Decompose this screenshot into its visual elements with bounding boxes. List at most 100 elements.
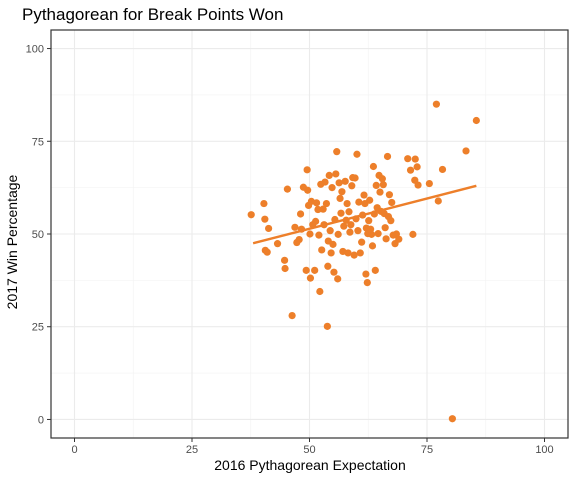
data-point — [350, 251, 358, 259]
data-point — [316, 287, 324, 296]
data-point — [351, 174, 359, 182]
data-point — [281, 264, 289, 273]
data-point — [318, 246, 326, 254]
data-point — [354, 227, 362, 235]
data-point — [382, 235, 390, 243]
data-point — [345, 208, 353, 216]
y-tick-label: 0 — [38, 414, 44, 426]
data-point — [312, 199, 321, 207]
x-tick-label: 100 — [535, 444, 553, 456]
data-point — [344, 249, 352, 257]
y-axis-title: 2017 Win Percentage — [4, 174, 20, 309]
x-tick-label: 75 — [421, 444, 433, 456]
data-point — [347, 221, 355, 229]
data-point — [321, 178, 329, 186]
data-point — [323, 322, 331, 330]
data-point — [348, 182, 356, 190]
data-point — [329, 240, 337, 248]
data-point — [288, 312, 296, 320]
data-point — [330, 268, 338, 276]
plot-panel: 0 25 50 75 100 0 25 50 75 100 — [26, 29, 569, 456]
y-tick-label: 50 — [32, 229, 44, 241]
data-point — [388, 198, 396, 207]
data-point — [295, 235, 303, 244]
chart-title: Pythagorean for Break Points Won — [22, 5, 283, 24]
data-point — [261, 215, 269, 223]
data-point — [462, 147, 470, 155]
data-point — [434, 197, 442, 205]
data-point — [379, 181, 387, 189]
data-point — [283, 185, 292, 193]
data-point — [414, 181, 422, 189]
data-point — [411, 155, 419, 163]
data-point — [306, 230, 314, 238]
data-point — [362, 270, 370, 278]
data-point — [322, 199, 331, 208]
data-point — [314, 205, 322, 214]
data-point — [291, 223, 299, 231]
data-point — [381, 224, 389, 232]
data-point — [334, 230, 342, 238]
data-point — [263, 248, 271, 256]
data-point — [326, 227, 334, 235]
y-tick-label: 25 — [32, 322, 44, 334]
data-point — [371, 266, 379, 274]
data-point — [366, 196, 374, 204]
data-point — [360, 191, 368, 199]
data-point — [413, 163, 421, 171]
data-point — [376, 188, 384, 196]
data-point — [343, 199, 351, 208]
data-point — [385, 191, 393, 199]
data-point — [333, 148, 341, 156]
data-point — [448, 415, 456, 423]
data-point — [324, 262, 332, 270]
data-point — [367, 230, 376, 238]
data-point — [296, 210, 305, 218]
data-point — [315, 231, 323, 239]
data-point — [356, 249, 364, 257]
data-point — [432, 100, 440, 108]
data-point — [303, 166, 311, 174]
x-tick-label: 50 — [303, 444, 315, 456]
data-point — [337, 209, 345, 217]
data-point — [247, 211, 255, 219]
data-point — [302, 266, 310, 274]
data-point — [404, 155, 412, 163]
data-point — [387, 217, 395, 225]
data-point — [312, 217, 320, 225]
data-point — [374, 230, 382, 238]
data-point — [369, 162, 378, 171]
data-point — [409, 230, 417, 238]
data-point — [372, 181, 380, 190]
data-point — [363, 278, 371, 287]
data-point — [325, 171, 333, 179]
data-point — [265, 224, 273, 233]
data-point — [311, 266, 319, 274]
data-point — [406, 166, 415, 174]
data-point — [332, 170, 340, 178]
data-point — [336, 194, 344, 202]
data-point — [338, 188, 346, 196]
data-point — [368, 242, 377, 250]
data-point — [346, 228, 354, 236]
data-point — [260, 199, 268, 208]
data-point — [358, 238, 366, 246]
data-point — [383, 152, 392, 161]
data-point — [355, 198, 363, 206]
data-point — [472, 116, 480, 125]
data-point — [319, 205, 327, 213]
data-point — [425, 179, 433, 188]
data-point — [353, 150, 361, 158]
x-axis-title: 2016 Pythagorean Expectation — [214, 457, 405, 473]
data-point — [341, 177, 349, 185]
y-tick-label: 75 — [32, 136, 44, 148]
x-tick-label: 25 — [186, 444, 198, 456]
data-point — [438, 165, 447, 174]
data-point — [334, 275, 342, 283]
data-point — [304, 186, 312, 194]
y-tick-label: 100 — [26, 44, 44, 56]
data-point — [365, 217, 373, 225]
x-tick-label: 0 — [71, 444, 77, 456]
data-point — [280, 256, 289, 264]
